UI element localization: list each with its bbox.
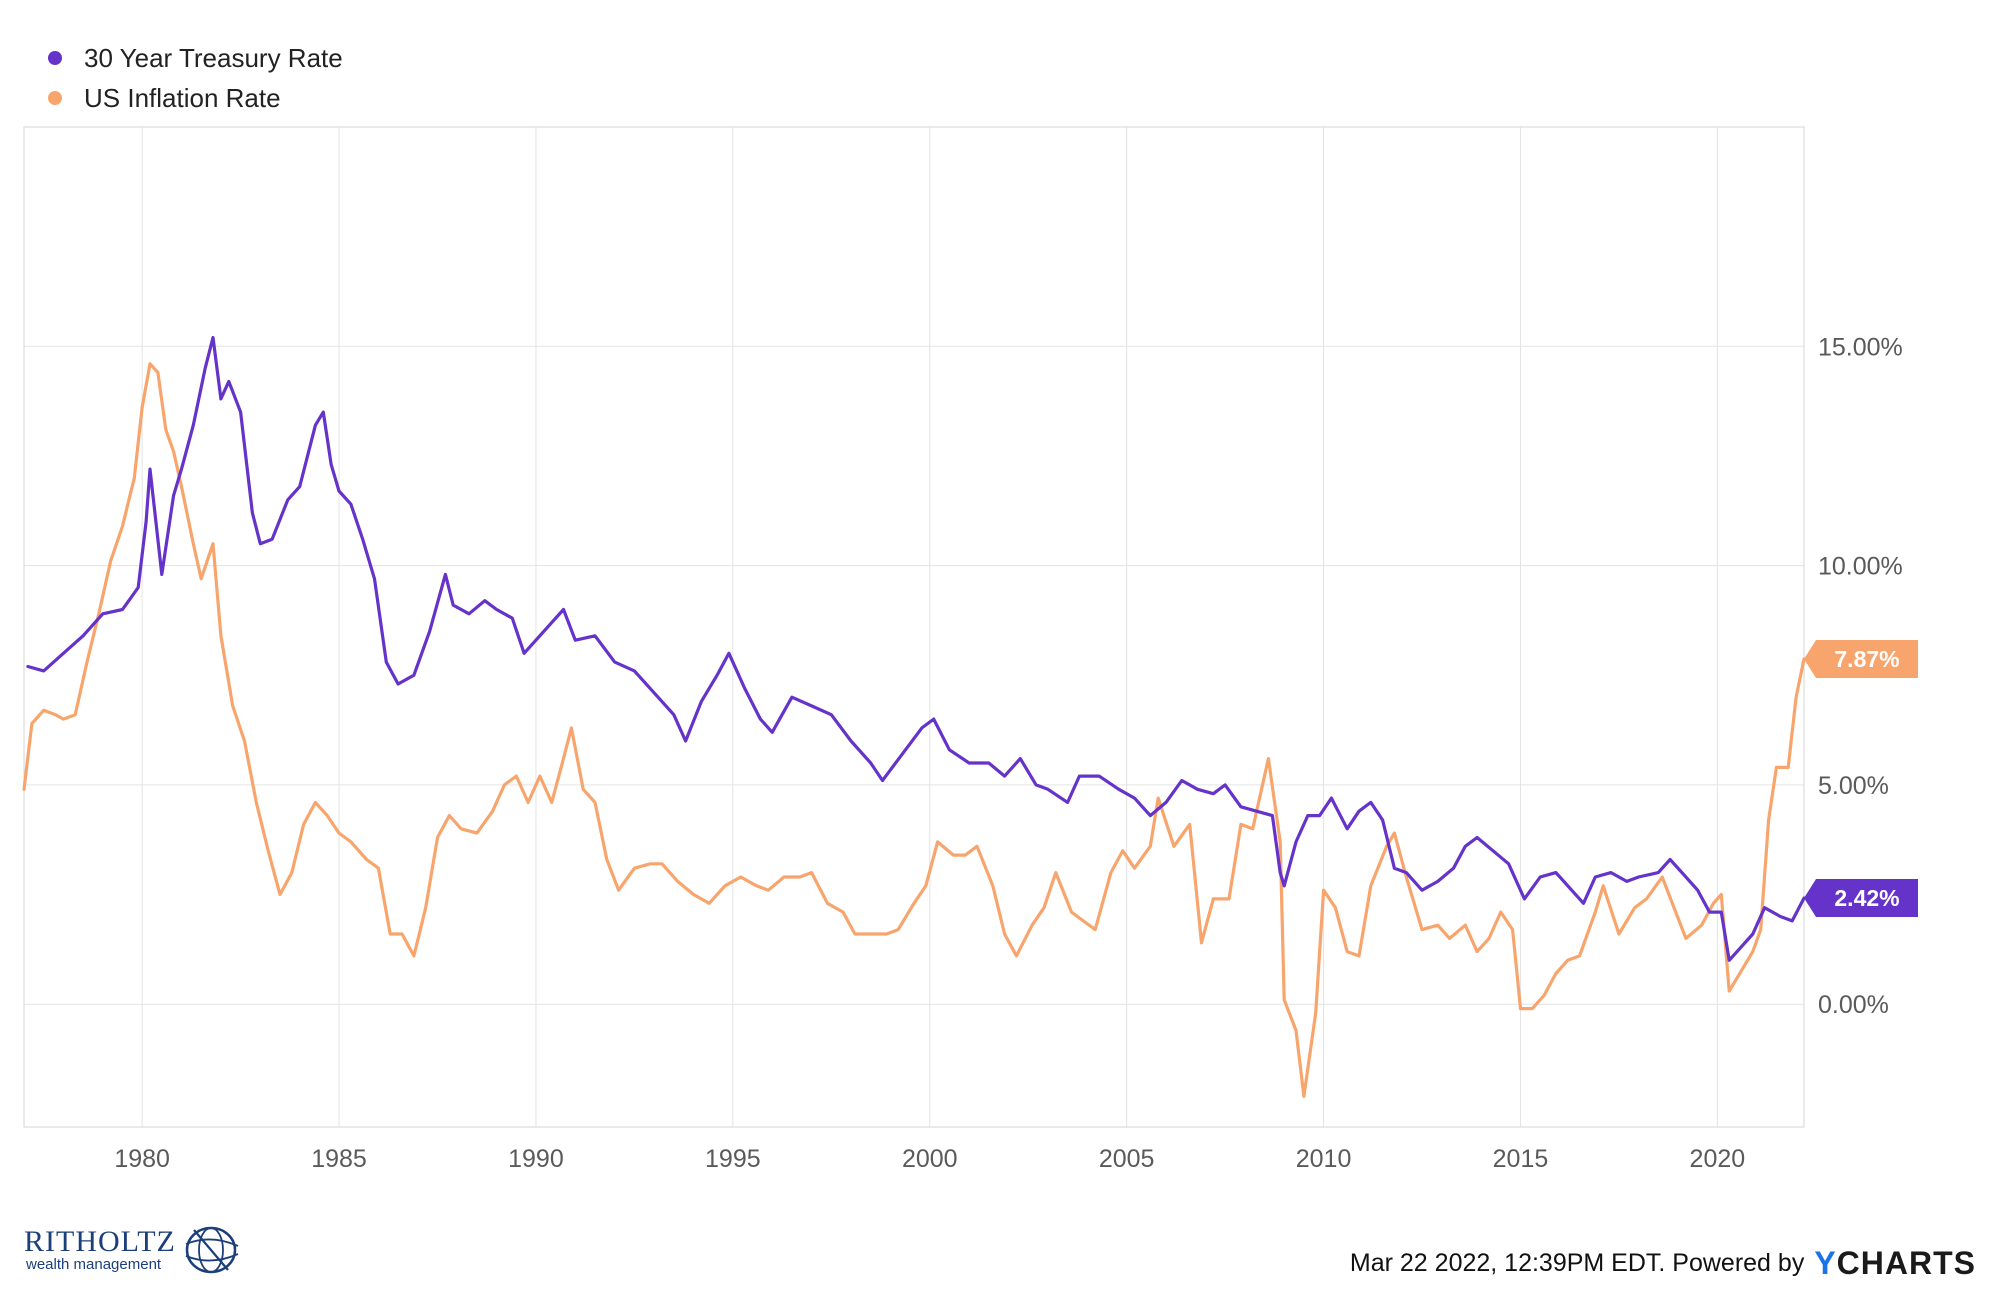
x-tick-label: 1985: [311, 1145, 367, 1173]
x-tick-label: 1990: [508, 1145, 564, 1173]
logo-subtitle: wealth management: [26, 1255, 162, 1273]
last-value-flags: 2.42% 7.87%: [1804, 640, 1918, 918]
legend-item-treasury[interactable]: 30 Year Treasury Rate: [48, 38, 343, 78]
y-tick-label: 10.00%: [1818, 553, 1903, 581]
y-tick-label: 15.00%: [1818, 333, 1903, 361]
globe-logo-icon: [185, 1226, 239, 1274]
ritholtz-logo: RITHOLTZ wealth management: [24, 1222, 242, 1278]
legend-dot-inflation: [48, 91, 62, 105]
x-tick-label: 2020: [1690, 1145, 1746, 1173]
x-tick-label: 2000: [902, 1145, 958, 1173]
grid-layer: [24, 127, 1804, 1127]
x-tick-label: 1995: [705, 1145, 761, 1173]
treasury-last-value-flag: [1804, 879, 1918, 918]
logo-wordmark: RITHOLTZ: [24, 1224, 176, 1258]
treasury-last-value-label: 2.42%: [1834, 885, 1899, 911]
inflation-last-value-label: 7.87%: [1834, 646, 1899, 672]
x-axis-ticks: 1980 1985 1990 1995 2000 2005 2010 2015 2020: [114, 1145, 1745, 1173]
treasury-rate-line: [26, 335, 1806, 962]
y-tick-label: 5.00%: [1818, 772, 1889, 800]
chart-legend: 30 Year Treasury Rate US Inflation Rate: [48, 38, 343, 118]
ycharts-logo-rest: CHARTS: [1836, 1245, 1976, 1281]
legend-label-inflation: US Inflation Rate: [84, 82, 281, 113]
x-tick-label: 2015: [1493, 1145, 1549, 1173]
series-layer: [22, 335, 1806, 1098]
legend-label-treasury: 30 Year Treasury Rate: [84, 42, 343, 73]
y-axis-ticks: 0.00% 5.00% 10.00% 15.00%: [1818, 333, 1903, 1019]
x-tick-label: 2010: [1296, 1145, 1352, 1173]
timestamp-text: Mar 22 2022, 12:39PM EDT. Powered by: [1349, 1249, 1805, 1277]
footer-attribution: Mar 22 2022, 12:39PM EDT. Powered by YCH…: [1350, 1245, 1976, 1282]
ycharts-logo-y: Y: [1814, 1245, 1837, 1281]
legend-item-inflation[interactable]: US Inflation Rate: [48, 78, 343, 118]
inflation-last-value-flag: [1804, 640, 1918, 679]
inflation-rate-line: [22, 362, 1806, 1098]
legend-dot-treasury: [48, 51, 62, 65]
ycharts-logo[interactable]: YCHARTS: [1814, 1245, 1976, 1282]
x-tick-label: 2005: [1099, 1145, 1155, 1173]
x-tick-label: 1980: [114, 1145, 170, 1173]
plot-frame: [23, 126, 1805, 1128]
y-tick-label: 0.00%: [1818, 991, 1889, 1019]
